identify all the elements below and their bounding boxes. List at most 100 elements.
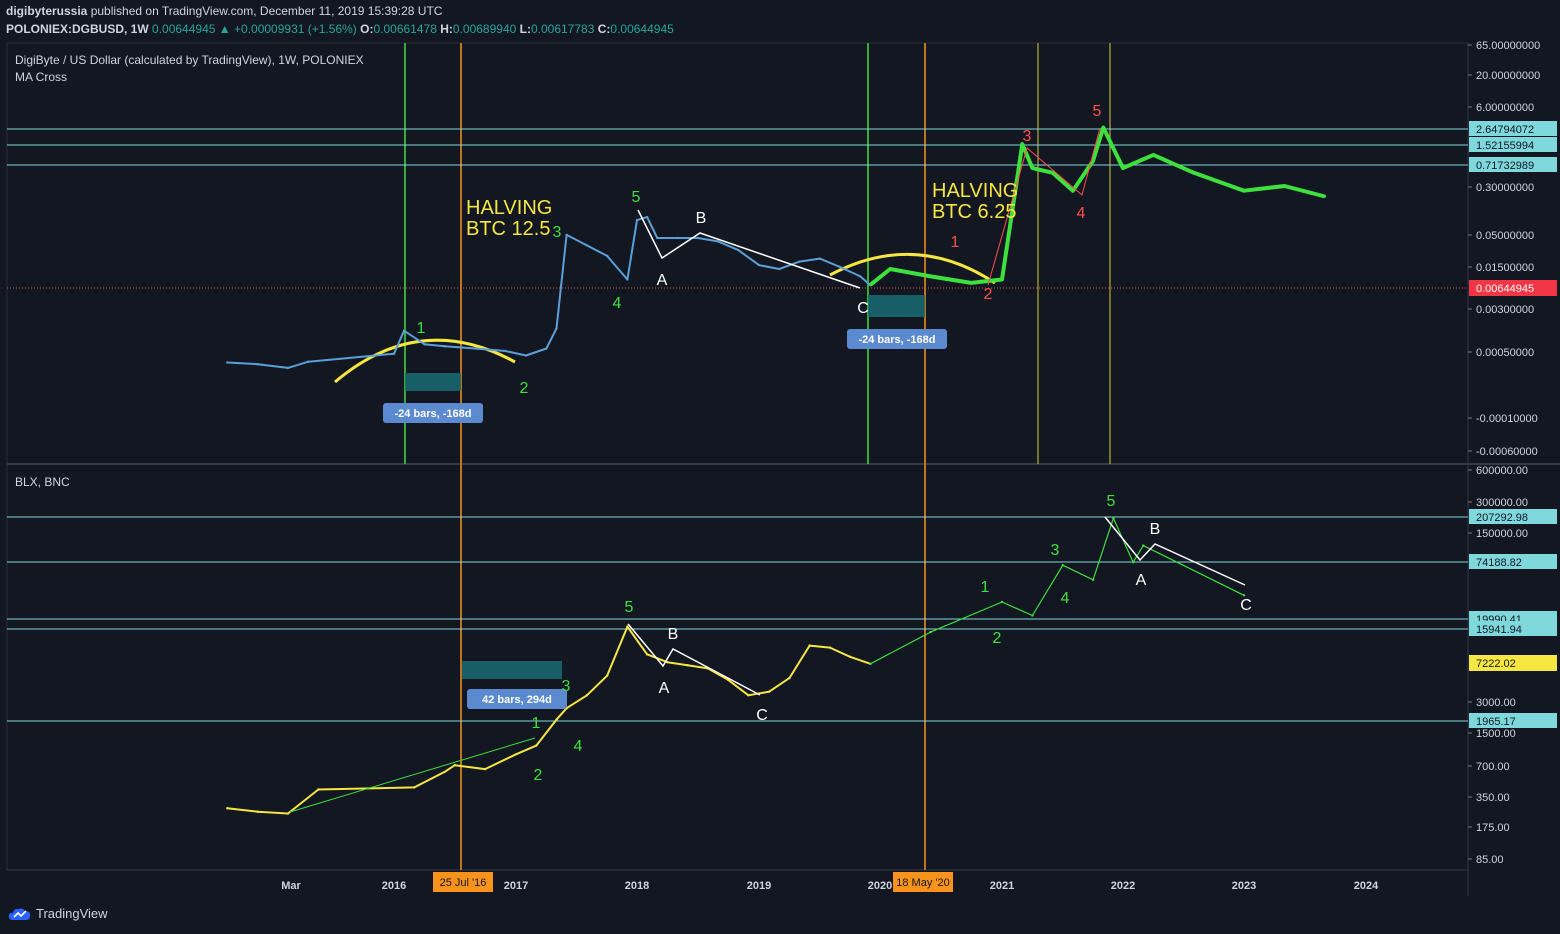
dgb-price-line-point <box>737 249 739 251</box>
blx-projection-line-point <box>1112 517 1114 519</box>
dgb-projection-line-point <box>970 282 972 284</box>
wave-label: 2 <box>520 380 529 397</box>
date-range-box <box>405 373 461 391</box>
date-marker-label: 18 May '20 <box>896 877 949 889</box>
dgb-price-line-point <box>226 361 228 363</box>
x-tick-label: Mar <box>281 880 301 892</box>
y-tick-label: 0.30000000 <box>1476 182 1534 194</box>
y-tick-label: 20.00000000 <box>1476 70 1540 82</box>
date-marker-label: 25 Jul '16 <box>440 877 487 889</box>
wave-label: 5 <box>1107 493 1116 510</box>
wave-label: 5 <box>625 599 634 616</box>
y-tick-label: 350.00 <box>1476 792 1510 804</box>
halving-label-2: HALVING <box>932 180 1018 202</box>
level-tag-label: 0.71732989 <box>1476 160 1534 172</box>
dgb-price-line-point <box>819 257 821 259</box>
range-badge-text: -24 bars, -168d <box>394 408 471 420</box>
last-price-tag-label: 7222.02 <box>1476 658 1516 670</box>
abc-projection-line <box>1105 517 1245 585</box>
level-tag-label: 15941.94 <box>1476 624 1522 636</box>
blx-projection-line-point <box>869 663 871 665</box>
wave-label: 1 <box>532 715 541 732</box>
blx-price-line-point <box>256 810 258 812</box>
tradingview-brand[interactable]: TradingView <box>8 906 108 921</box>
dgb-price-line-point <box>586 244 588 246</box>
wave-label: B <box>696 210 707 227</box>
blx-price-line-point <box>317 788 319 790</box>
blx-projection-line-point <box>929 631 931 633</box>
x-tick-label: 2019 <box>747 880 771 892</box>
wave-label: 3 <box>553 224 562 241</box>
dgb-price-line-point <box>393 353 395 355</box>
wave-label: 3 <box>562 678 571 695</box>
blx-projection-line-point <box>1062 564 1064 566</box>
wave-label: 3 <box>1023 128 1032 145</box>
dgb-projection-line-point <box>1102 126 1104 128</box>
cycle-arc <box>830 254 995 283</box>
blx-price-line-point <box>808 644 810 646</box>
blx-price-line-point <box>626 625 628 627</box>
blx-price-line-point <box>849 656 851 658</box>
blx-projection-line-point <box>1142 544 1144 546</box>
wave-label: 1 <box>981 579 990 596</box>
dgb-price-line-point <box>636 219 638 221</box>
x-tick-label: 2024 <box>1354 880 1379 892</box>
blx-price-line-point <box>829 646 831 648</box>
x-tick-label: 2016 <box>382 880 406 892</box>
halving-label-1: BTC 12.5 <box>466 218 550 240</box>
y-tick-label: 0.05000000 <box>1476 230 1534 242</box>
blx-projection-line-point <box>1132 561 1134 563</box>
dgb-price-line-point <box>626 278 628 280</box>
y-tick-label: 0.00050000 <box>1476 347 1534 359</box>
wave-label: 5 <box>632 189 641 206</box>
dgb-projection-line-point <box>1001 278 1003 280</box>
x-tick-label: 2018 <box>625 880 649 892</box>
indicator-label: MA Cross <box>15 70 67 84</box>
dgb-projection-line-point <box>1324 195 1326 197</box>
wave-label: 1 <box>417 320 426 337</box>
halving-label-1: HALVING <box>466 197 552 219</box>
dgb-projection-line-point <box>1031 167 1033 169</box>
blx-price-line-point <box>788 677 790 679</box>
blx-price-line-point <box>606 674 608 676</box>
dgb-price-line-point <box>287 367 289 369</box>
wave-label: C <box>756 707 768 724</box>
trend-line <box>290 738 535 812</box>
halving-label-2: BTC 6.25 <box>932 201 1016 223</box>
dgb-price-line-point <box>307 361 309 363</box>
wave-label: A <box>659 680 670 697</box>
wave-label: 2 <box>534 767 543 784</box>
dgb-price-line-point <box>758 264 760 266</box>
y-tick-label: -0.00010000 <box>1476 413 1538 425</box>
y-tick-label: 1500.00 <box>1476 728 1516 740</box>
y-tick-label: 0.00300000 <box>1476 304 1534 316</box>
range-badge-text: -24 bars, -168d <box>858 334 935 346</box>
wave-label: B <box>1150 521 1161 538</box>
x-tick-label: 2021 <box>990 880 1014 892</box>
dgb-price-line-point <box>839 266 841 268</box>
dgb-projection-line-point <box>889 268 891 270</box>
wave-label: 5 <box>1093 103 1102 120</box>
level-tag-label: 207292.98 <box>1476 512 1528 524</box>
blx-price-line-point <box>768 691 770 693</box>
blx-projection-line-point <box>1001 601 1003 603</box>
dgb-price-line-point <box>504 350 506 352</box>
blx-price-line-point <box>226 807 228 809</box>
dgb-price-line-point <box>676 237 678 239</box>
abc-correction-line <box>628 624 760 695</box>
y-tick-label: 85.00 <box>1476 854 1504 866</box>
level-tag-label: 2.64794072 <box>1476 124 1534 136</box>
dgb-price-line-point <box>717 240 719 242</box>
dgb-price-line-point <box>697 237 699 239</box>
wave-label: 4 <box>613 295 622 312</box>
x-tick-label: 2022 <box>1111 880 1135 892</box>
dgb-price-line-point <box>443 345 445 347</box>
tradingview-cloud-icon <box>8 907 32 921</box>
dgb-price-line-point <box>256 363 258 365</box>
dgb-price-line-point <box>555 327 557 329</box>
y-tick-label: 175.00 <box>1476 822 1510 834</box>
dgb-price-line-point <box>565 234 567 236</box>
abc-correction-line <box>638 210 860 288</box>
blx-price-line-point <box>413 786 415 788</box>
